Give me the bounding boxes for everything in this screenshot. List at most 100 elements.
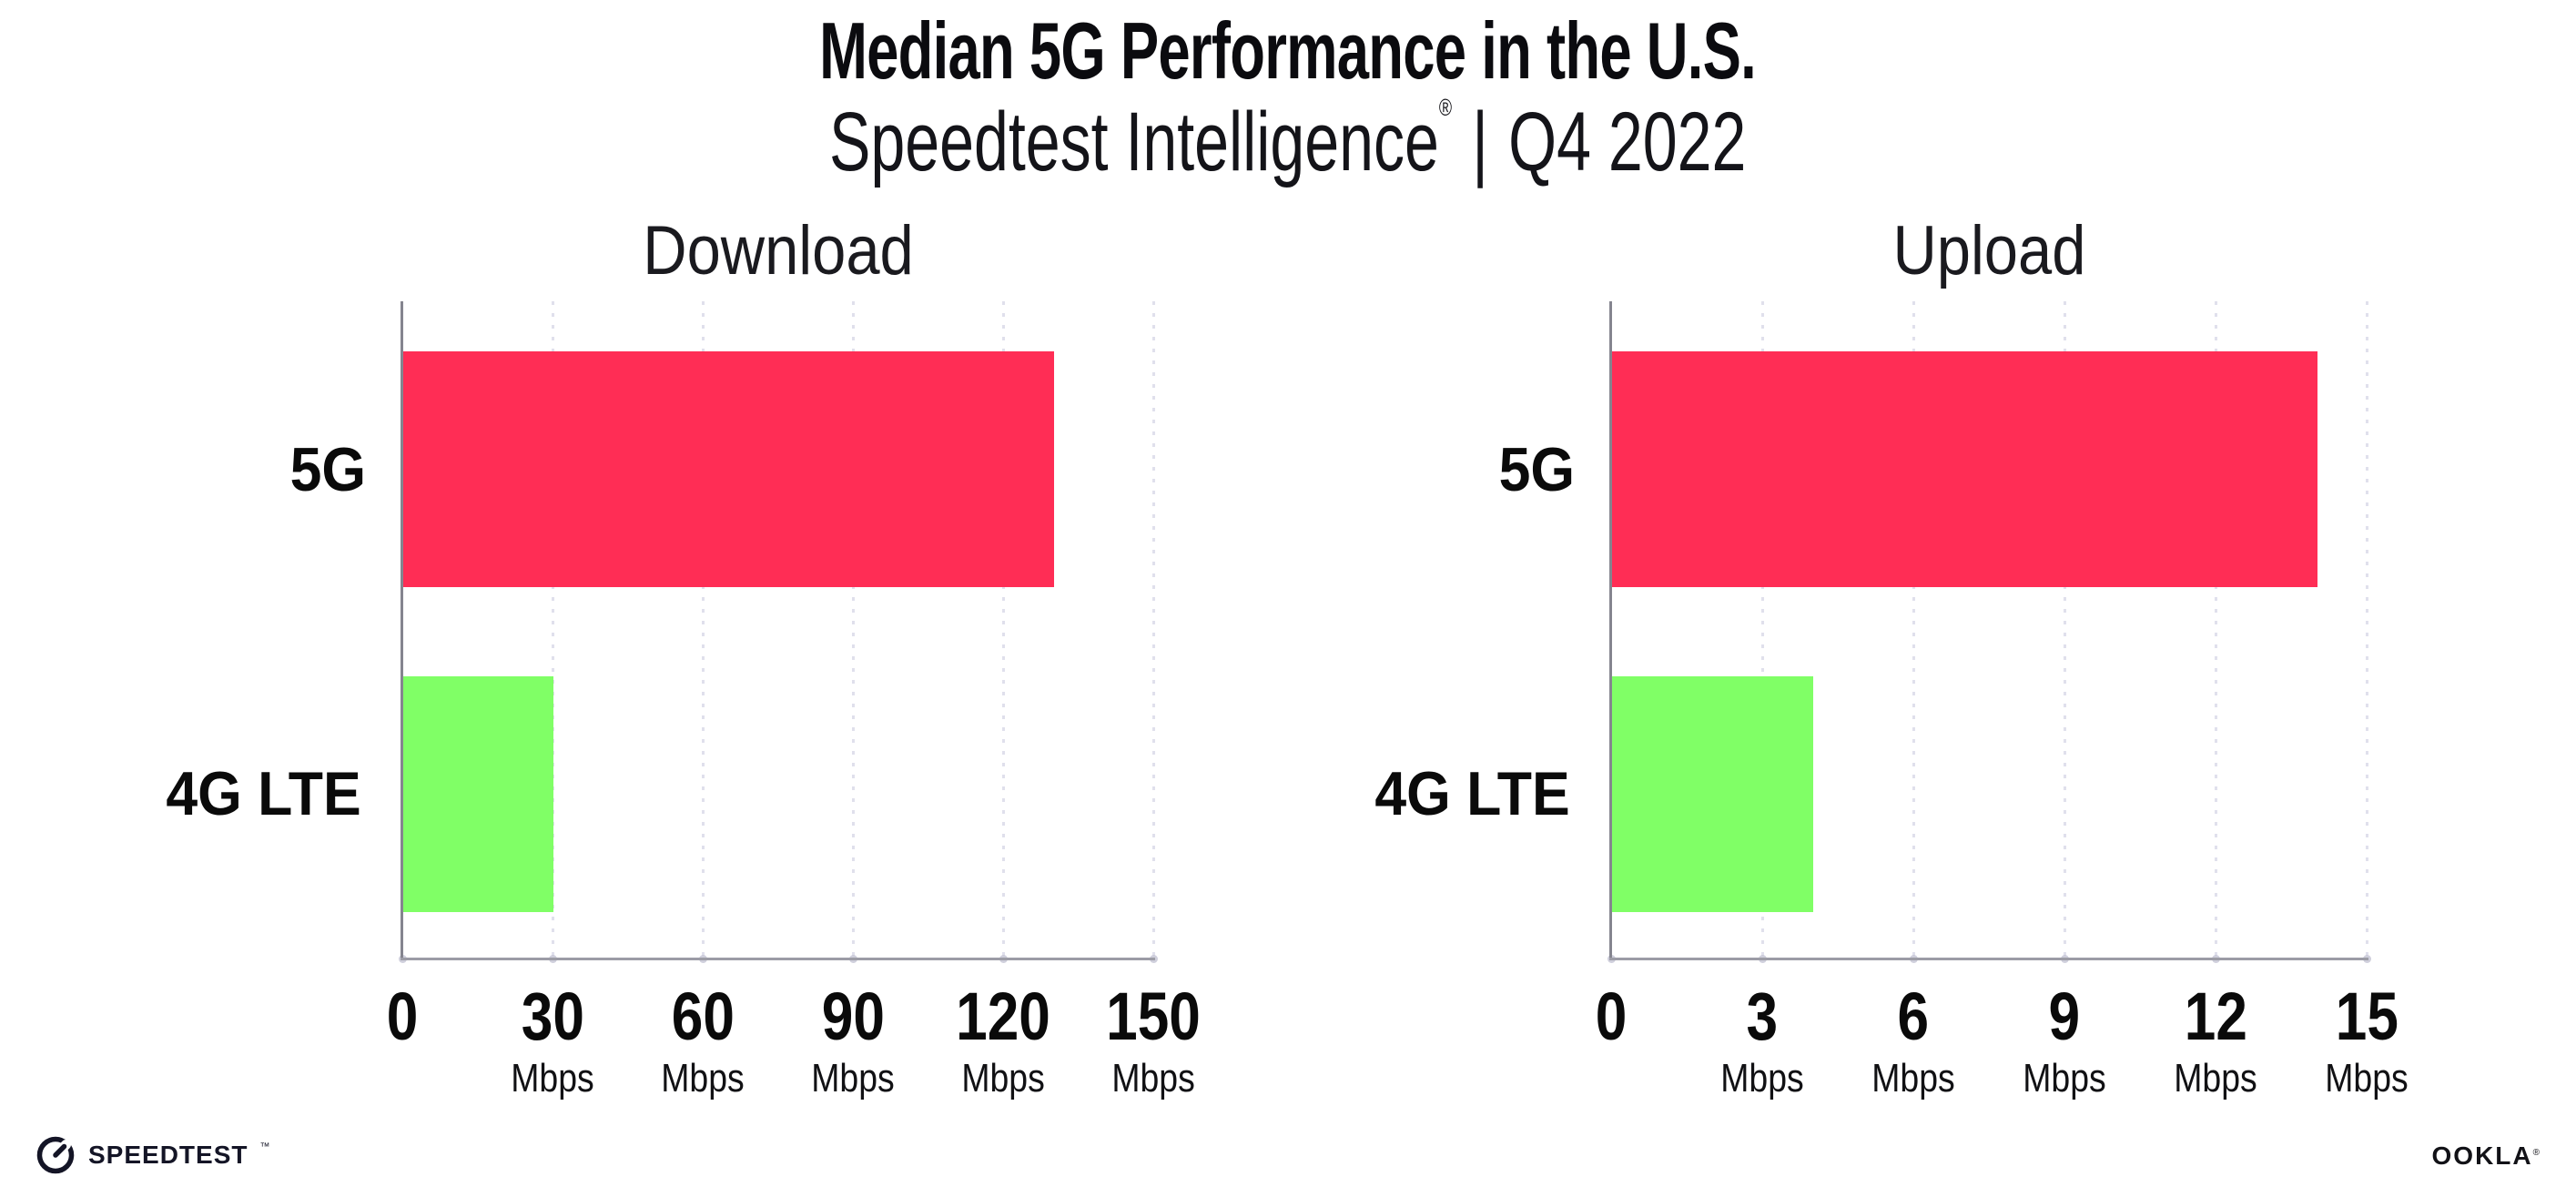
x-tick-unit-text: Mbps [1111,1056,1195,1101]
x-tick-value-text: 6 [1897,979,1930,1054]
x-tick-label: 120 Mbps [947,983,1059,1099]
subtitle-divider: | [1472,96,1489,188]
download-chart-title: Download [402,217,1153,286]
download-plot-area: 0 30 Mbps 60 Mbps 90 Mbps 120 Mbps 150 Mbps 5G 4G LT… [166,301,1201,1099]
ookla-logo: OOKLA® [2432,1141,2540,1171]
x-tick-unit-text: Mbps [961,1056,1045,1101]
x-tick-unit: Mbps [2015,1059,2114,1099]
y-axis-label-5g: 5G [287,439,370,501]
x-tick-value: 9 [2015,983,2114,1050]
x-tick-label: 0 [383,983,421,1050]
x-tick-value-text: 150 [1106,979,1201,1054]
x-tick-unit: Mbps [654,1059,752,1099]
x-tick-value-text: 60 [671,979,735,1054]
x-tick-value-text: 0 [386,979,419,1054]
ookla-wordmark: OOKLA [2431,1141,2533,1170]
x-tick-label: 90 Mbps [804,983,902,1099]
y-axis-label-4g-lte: 4G LTE [1366,763,1578,825]
download-chart: Download 0 30 Mbps 60 Mbps 90 Mbps 120 Mbps 150 Mb… [166,217,1201,1099]
x-tick-label: 12 Mbps [2166,983,2265,1099]
x-axis-line [1609,958,2368,960]
x-tick-label: 60 Mbps [654,983,752,1099]
x-tick-label: 9 Mbps [2015,983,2114,1099]
x-tick-value: 120 [947,983,1059,1050]
x-tick-value: 0 [1592,983,1629,1050]
x-tick-value-text: 9 [2048,979,2081,1054]
x-tick-value-text: 0 [1595,979,1628,1054]
x-tick-value: 12 [2166,983,2265,1050]
x-tick-unit: Mbps [503,1059,602,1099]
upload-chart-title: Upload [1611,217,2367,286]
x-tick-unit: Mbps [804,1059,902,1099]
ookla-registered-mark: ® [2532,1148,2540,1158]
y-axis-label-text: 4G LTE [1374,758,1570,828]
x-tick-value: 150 [1097,983,1209,1050]
x-tick-unit: Mbps [2317,1059,2416,1099]
x-tick-value: 60 [654,983,752,1050]
subtitle-brand: Speedtest Intelligence [829,96,1440,188]
x-tick-value: 15 [2317,983,2416,1050]
gridline [2064,301,2066,959]
x-tick-unit-text: Mbps [2023,1056,2106,1101]
x-tick-unit: Mbps [1864,1059,1962,1099]
gridline [1152,301,1155,959]
registered-mark: ® [1439,94,1453,122]
speedtest-gauge-icon [36,1136,75,1174]
x-tick-value: 6 [1864,983,1962,1050]
y-axis-line [401,301,403,960]
y-axis-label-text: 4G LTE [166,758,361,828]
upload-chart: Upload 0 3 Mbps 6 Mbps 9 Mbps 12 Mbps 15 Mbps 5G 4G … [1374,217,2409,1099]
x-tick-unit: Mbps [1097,1059,1209,1099]
bar-5g [403,350,1054,587]
x-tick-value: 0 [383,983,421,1050]
bar-4g-lte [403,676,553,912]
gridline [1002,301,1005,959]
x-tick-label: 30 Mbps [503,983,602,1099]
page-title: Median 5G Performance in the U.S. [0,11,2576,91]
gridline [702,301,705,959]
x-tick-unit: Mbps [2166,1059,2265,1099]
x-tick-label: 150 Mbps [1097,983,1209,1099]
x-tick-unit-text: Mbps [511,1056,594,1101]
gridline [552,301,554,959]
chart-header: Median 5G Performance in the U.S. Speedt… [0,0,2576,188]
x-tick-value-text: 15 [2335,979,2399,1054]
x-tick-unit: Mbps [1713,1059,1811,1099]
x-tick-value-text: 12 [2184,979,2247,1054]
x-tick-value: 90 [804,983,902,1050]
gridline [852,301,855,959]
x-tick-unit-text: Mbps [1720,1056,1804,1101]
bar-4g-lte [1612,676,1814,912]
bar-5g [1612,350,2317,587]
x-tick-value-text: 120 [956,979,1050,1054]
x-tick-unit-text: Mbps [2174,1056,2257,1101]
upload-plot-area: 0 3 Mbps 6 Mbps 9 Mbps 12 Mbps 15 Mbps 5G 4G LTE [1374,301,2409,1099]
x-tick-unit-text: Mbps [661,1056,745,1101]
page-subtitle: Speedtest Intelligence® | Q4 2022 [0,96,2576,188]
y-axis-label-4g-lte: 4G LTE [157,763,370,825]
download-chart-title-text: Download [642,212,914,289]
gridline [2215,301,2217,959]
gridline [2366,301,2368,959]
gridline [1912,301,1915,959]
x-tick-label: 6 Mbps [1864,983,1962,1099]
x-tick-unit: Mbps [947,1059,1059,1099]
page-title-text: Median 5G Performance in the U.S. [819,5,1758,96]
x-tick-value-text: 3 [1746,979,1779,1054]
x-tick-label: 15 Mbps [2317,983,2416,1099]
x-tick-value: 3 [1713,983,1811,1050]
x-tick-unit-text: Mbps [2325,1056,2409,1101]
x-tick-value-text: 30 [521,979,584,1054]
x-tick-unit-text: Mbps [1871,1056,1955,1101]
y-axis-label-text: 5G [1498,434,1576,504]
y-axis-label-text: 5G [289,434,367,504]
x-tick-label: 0 [1592,983,1629,1050]
upload-chart-title-text: Upload [1892,212,2085,289]
subtitle-period: Q4 2022 [1508,96,1747,188]
x-tick-unit-text: Mbps [811,1056,895,1101]
gridline [1761,301,1764,959]
trademark-mark: ™ [259,1141,270,1152]
x-axis-line [401,958,1155,960]
y-axis-line [1609,301,1612,960]
